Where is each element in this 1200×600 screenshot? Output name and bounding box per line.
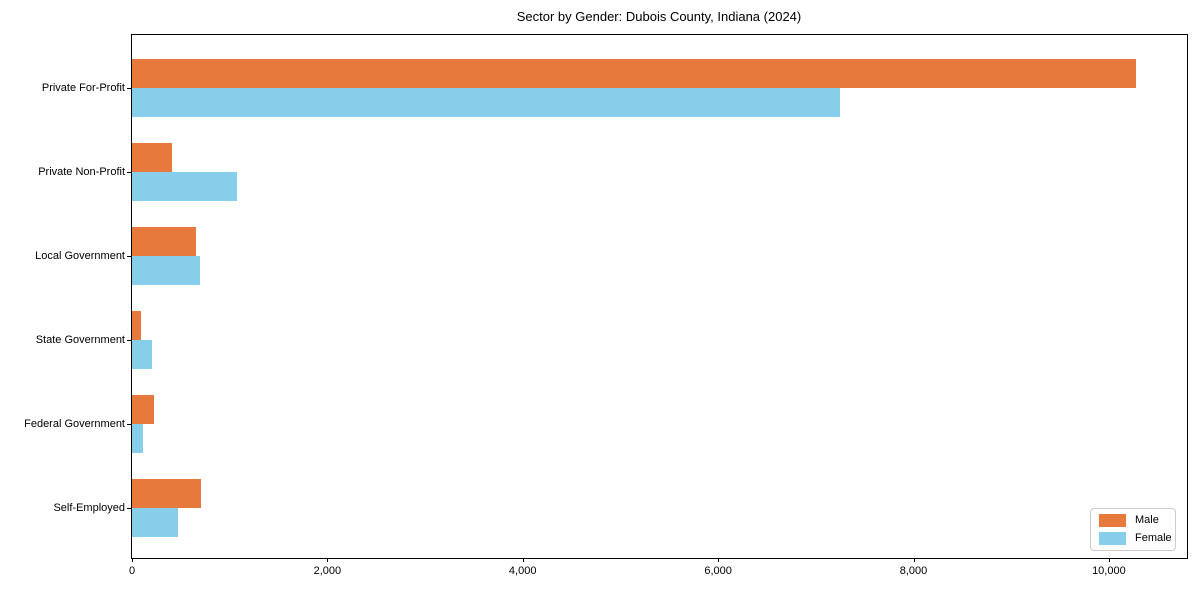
x-tick-mark — [132, 558, 133, 562]
legend-entry-male: Male — [1099, 514, 1167, 527]
x-tick-label: 4,000 — [508, 565, 537, 577]
legend-swatch-male-icon — [1099, 514, 1126, 527]
bar-male-2 — [132, 143, 173, 172]
legend-label-male: Male — [1135, 514, 1159, 526]
x-tick-label: 0 — [128, 565, 136, 577]
x-tick-mark — [913, 558, 915, 562]
x-tick-label: 6,000 — [704, 565, 732, 577]
x-tick-mark — [718, 558, 720, 562]
x-tick-label: 10,000 — [1092, 565, 1126, 577]
bar-female-2 — [132, 172, 237, 201]
chart-title: Sector by Gender: Dubois County, Indiana… — [516, 9, 802, 24]
bar-male-4 — [132, 311, 141, 340]
legend: Male Female — [1090, 508, 1176, 551]
y-tick-mark — [127, 88, 131, 89]
y-category-label: State Government — [35, 334, 125, 346]
legend-swatch-female-icon — [1099, 532, 1126, 545]
x-tick-mark — [522, 558, 524, 562]
y-tick-mark — [127, 340, 131, 341]
bar-male-1 — [132, 59, 1137, 88]
legend-label-female: Female — [1135, 532, 1172, 544]
bar-male-3 — [132, 227, 196, 256]
x-tick-mark — [1108, 558, 1110, 562]
bar-female-5 — [132, 424, 143, 453]
bar-female-1 — [132, 88, 841, 117]
bar-female-3 — [132, 256, 201, 285]
y-tick-mark — [127, 172, 131, 173]
x-tick-mark — [327, 558, 329, 562]
y-category-label: Self-Employed — [53, 502, 125, 514]
y-category-label: Local Government — [35, 250, 125, 262]
x-tick-label: 8,000 — [899, 565, 928, 577]
bar-female-4 — [132, 340, 152, 369]
plot-area — [131, 34, 1188, 559]
y-tick-mark — [127, 256, 131, 257]
bar-male-5 — [132, 395, 154, 424]
y-tick-mark — [127, 424, 131, 425]
legend-entry-female: Female — [1099, 532, 1172, 545]
y-category-label: Federal Government — [24, 418, 125, 430]
bar-male-6 — [132, 479, 202, 508]
y-category-label: Private For-Profit — [41, 82, 125, 94]
y-tick-mark — [127, 508, 131, 509]
x-tick-label: 2,000 — [313, 565, 342, 577]
bar-female-6 — [132, 508, 179, 537]
y-category-label: Private Non-Profit — [38, 166, 125, 178]
